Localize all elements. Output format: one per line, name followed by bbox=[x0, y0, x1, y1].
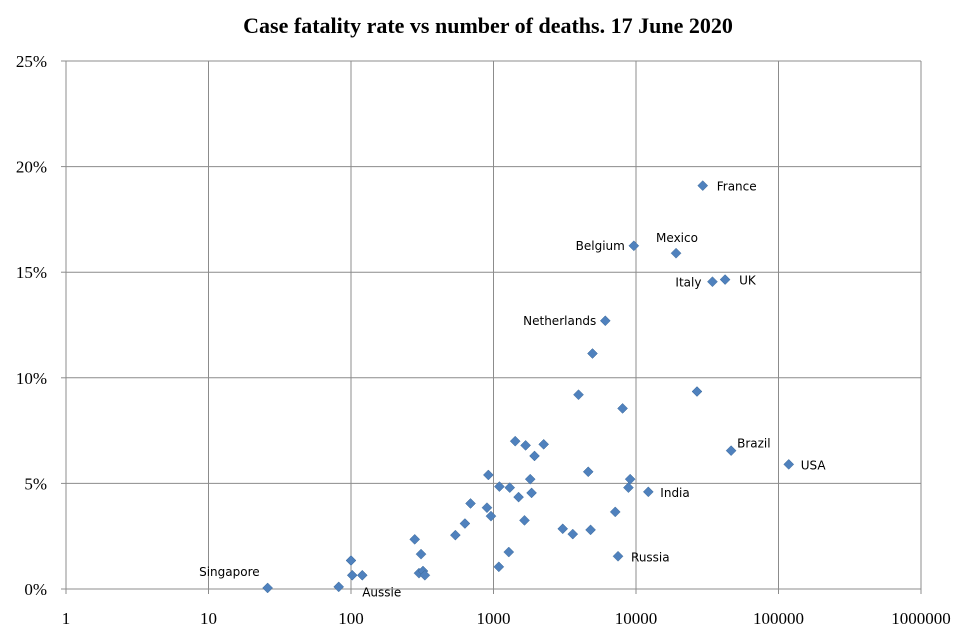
data-point bbox=[409, 534, 421, 545]
data-point bbox=[345, 555, 357, 566]
data-point bbox=[691, 386, 703, 397]
point-label: France bbox=[717, 180, 757, 194]
x-tick-label: 10 bbox=[200, 609, 217, 628]
point-label: Belgium bbox=[576, 239, 625, 253]
data-point bbox=[707, 276, 718, 288]
data-point bbox=[609, 506, 621, 518]
data-point bbox=[262, 582, 273, 594]
data-point bbox=[481, 502, 493, 514]
data-point bbox=[719, 274, 731, 285]
point-label: UK bbox=[739, 274, 757, 288]
x-tick-label: 1 bbox=[62, 609, 71, 628]
x-tick-label: 10000 bbox=[615, 609, 658, 628]
y-tick-label: 0% bbox=[24, 580, 47, 599]
data-point bbox=[346, 569, 358, 581]
chart-title: Case fatality rate vs number of deaths. … bbox=[243, 13, 733, 38]
data-point bbox=[465, 498, 476, 509]
data-point bbox=[513, 491, 524, 503]
data-point bbox=[524, 473, 536, 485]
y-tick-label: 5% bbox=[24, 474, 47, 493]
x-tick-label: 1000 bbox=[477, 609, 511, 628]
data-point bbox=[356, 569, 368, 581]
data-point bbox=[419, 569, 431, 581]
y-tick-label: 25% bbox=[16, 52, 47, 71]
data-point bbox=[599, 315, 611, 327]
data-point bbox=[450, 529, 461, 541]
data-point bbox=[628, 240, 640, 252]
data-point bbox=[612, 550, 624, 562]
x-tick-label: 1000000 bbox=[891, 609, 951, 628]
data-point bbox=[520, 440, 531, 451]
data-point bbox=[333, 581, 345, 593]
data-point bbox=[509, 435, 521, 447]
data-point bbox=[519, 515, 530, 526]
data-point bbox=[670, 247, 682, 259]
point-label: Brazil bbox=[737, 437, 771, 451]
data-point bbox=[697, 180, 709, 191]
data-point bbox=[783, 459, 795, 470]
data-point bbox=[585, 524, 596, 536]
data-point bbox=[493, 561, 505, 573]
x-tick-label: 100000 bbox=[753, 609, 804, 628]
point-label: Italy bbox=[675, 276, 701, 290]
point-label: Russia bbox=[631, 550, 670, 564]
data-point bbox=[623, 482, 634, 493]
tick-labels: 0% 5% 10% 15% 20% 25% 1 10 100 1000 10000 100000 100… bbox=[16, 52, 951, 628]
data-point bbox=[485, 510, 497, 522]
data-point bbox=[415, 548, 427, 560]
point-label: Mexico bbox=[656, 231, 698, 245]
data-point bbox=[538, 438, 550, 450]
data-points bbox=[262, 180, 795, 594]
data-point bbox=[557, 523, 569, 535]
data-point bbox=[494, 481, 505, 492]
data-point bbox=[725, 445, 737, 457]
data-point bbox=[573, 389, 584, 401]
y-tick-label: 20% bbox=[16, 158, 47, 177]
point-label: USA bbox=[801, 458, 827, 472]
data-point bbox=[529, 450, 540, 462]
data-point bbox=[503, 546, 515, 558]
point-label: Netherlands bbox=[523, 314, 596, 328]
data-point bbox=[617, 403, 628, 414]
point-labels: Singapore Aussie France Belgium Mexico Italy U… bbox=[199, 180, 826, 600]
point-label: India bbox=[660, 486, 689, 500]
data-point bbox=[482, 469, 494, 481]
data-point bbox=[504, 482, 516, 493]
y-tick-label: 15% bbox=[16, 263, 47, 282]
point-label: Singapore bbox=[199, 565, 260, 579]
data-point bbox=[526, 487, 537, 499]
y-tick-label: 10% bbox=[16, 369, 47, 388]
data-point bbox=[587, 348, 598, 359]
data-point bbox=[582, 466, 594, 478]
data-point bbox=[642, 486, 654, 498]
data-point bbox=[624, 473, 636, 485]
data-point bbox=[459, 518, 471, 529]
gridlines bbox=[61, 60, 922, 594]
point-label: Aussie bbox=[362, 585, 401, 599]
data-point bbox=[567, 528, 579, 540]
x-tick-label: 100 bbox=[338, 609, 364, 628]
